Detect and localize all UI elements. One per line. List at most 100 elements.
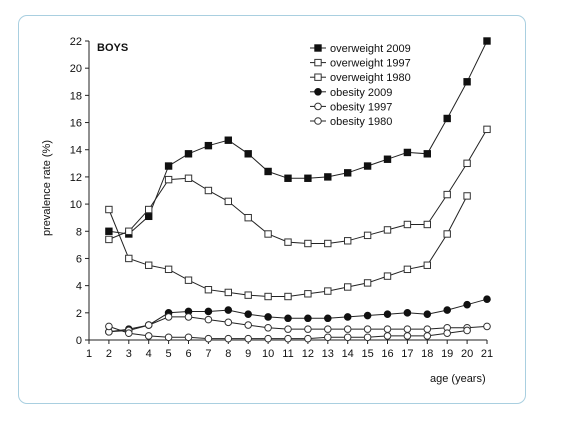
data-point-obesity-1980 [363,333,372,342]
data-point-obesity-1980 [105,322,113,331]
legend-entry-overweight-2009: overweight 2009 [310,43,411,55]
data-point-overweight-1980 [264,292,272,301]
series-layer [105,37,491,343]
x-axis-label: age (years) [430,373,486,385]
data-point-overweight-2009 [284,174,292,182]
data-point-obesity-1980 [284,334,292,343]
legend-marker [314,88,322,96]
data-point-overweight-2009 [224,136,233,144]
data-point-overweight-2009 [304,174,312,182]
data-point-overweight-1997 [443,190,451,199]
data-point-overweight-1980 [344,283,352,291]
y-tick-label: 18 [70,90,82,102]
series-overweight-2009 [105,37,491,238]
data-point-obesity-1980 [184,333,193,342]
data-point-obesity-1997 [164,313,173,321]
data-point-obesity-2009 [224,306,233,314]
series-obesity-1980 [105,322,471,343]
x-tick-label: 5 [166,348,172,360]
data-point-overweight-1997 [324,239,332,248]
legend: overweight 2009 overweight 1997 overweight… [310,43,411,128]
data-point-obesity-1997 [403,325,412,333]
data-point-obesity-1997 [383,325,392,333]
data-point-overweight-1980 [284,292,292,301]
x-tick-label: 2 [106,348,112,360]
legend-label: obesity 1997 [330,101,392,113]
y-tick-label: 20 [70,63,82,75]
data-point-overweight-1997 [344,237,352,245]
data-point-overweight-1997 [383,226,392,234]
data-point-overweight-1980 [204,286,213,294]
data-point-overweight-2009 [324,173,332,181]
data-point-overweight-1980 [383,272,392,280]
legend-entry-obesity-1997: obesity 1997 [310,101,392,113]
legend-marker [314,73,322,81]
data-point-overweight-2009 [483,37,491,45]
legend-entry-obesity-1980: obesity 1980 [310,116,392,128]
legend-label: overweight 1997 [330,58,411,70]
data-point-obesity-1997 [204,315,213,324]
x-tick-label: 18 [421,348,433,360]
data-point-overweight-1997 [224,197,233,206]
data-point-overweight-1997 [463,159,471,168]
data-point-obesity-2009 [204,307,213,316]
data-point-overweight-1980 [363,279,372,287]
y-tick-label: 6 [76,253,82,265]
data-point-overweight-1980 [224,288,233,297]
data-point-overweight-1997 [164,175,173,184]
data-point-obesity-1997 [324,325,332,333]
data-point-obesity-1980 [204,334,213,343]
data-point-obesity-2009 [343,313,352,321]
data-point-overweight-1997 [483,125,491,134]
data-point-overweight-1997 [284,238,292,246]
series-line-overweight-1980 [108,195,468,297]
data-point-overweight-1997 [125,227,133,235]
data-point-overweight-2009 [145,212,153,221]
data-point-overweight-1980 [443,230,451,238]
data-point-overweight-2009 [423,150,432,158]
x-tick-label: 4 [146,348,152,360]
data-point-overweight-1997 [145,205,153,214]
data-point-obesity-2009 [423,310,432,318]
data-point-overweight-2009 [383,155,392,163]
data-point-overweight-1997 [105,235,113,244]
legend-marker [314,44,322,52]
data-point-overweight-1997 [244,213,252,222]
series-line-overweight-2009 [108,40,488,235]
data-point-overweight-1980 [125,254,133,263]
data-point-obesity-1997 [363,325,372,333]
chart-title: BOYS [97,42,128,54]
data-point-obesity-2009 [304,314,312,323]
data-point-overweight-2009 [463,78,471,86]
data-point-overweight-1980 [184,276,193,284]
data-point-overweight-1980 [463,192,471,200]
y-tick-label: 0 [76,335,82,347]
x-tick-label: 1 [86,348,92,360]
y-tick-label: 8 [76,226,82,238]
data-point-obesity-2009 [483,295,491,304]
data-point-overweight-2009 [164,162,173,170]
x-tick-label: 6 [185,348,191,360]
x-tick-label: 10 [262,348,274,360]
data-point-obesity-1980 [443,329,452,338]
data-point-obesity-1997 [483,322,491,331]
data-point-overweight-1980 [145,261,153,269]
data-point-obesity-2009 [244,310,252,318]
data-point-overweight-2009 [403,148,412,157]
data-point-overweight-2009 [443,114,451,123]
y-tick-label: 4 [76,281,82,293]
data-point-obesity-1980 [264,334,272,343]
data-point-overweight-2009 [344,169,352,177]
data-point-overweight-1980 [324,287,332,295]
legend-entry-overweight-1980: overweight 1980 [310,72,411,84]
data-point-overweight-1980 [244,291,252,299]
data-point-obesity-2009 [383,310,392,318]
x-tick-label: 8 [225,348,231,360]
data-point-overweight-2009 [204,141,213,150]
x-tick-label: 17 [401,348,413,360]
x-tick-label: 3 [126,348,132,360]
legend-entry-obesity-2009: obesity 2009 [310,87,392,99]
data-point-obesity-2009 [403,309,412,317]
legend-entry-overweight-1997: overweight 1997 [310,58,411,70]
